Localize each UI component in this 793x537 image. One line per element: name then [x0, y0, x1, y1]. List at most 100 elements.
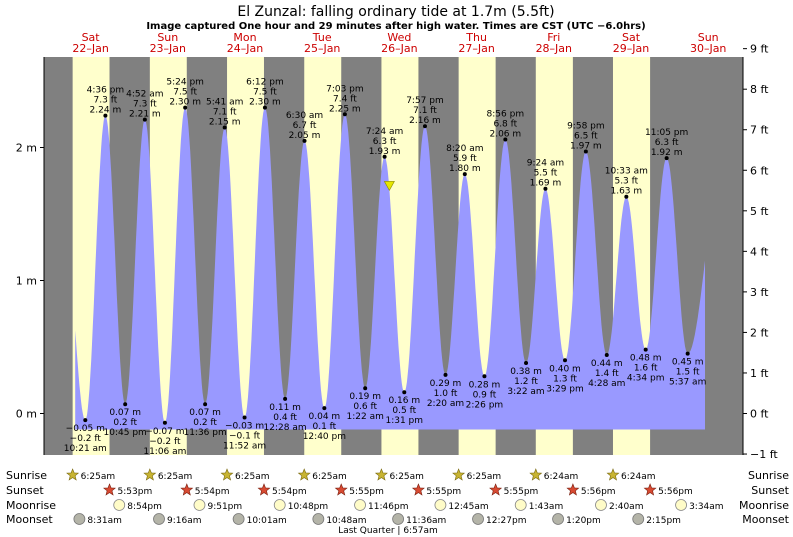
tide-area	[75, 107, 705, 430]
right-tick-label: 5 ft	[750, 205, 769, 218]
sunset-time: 5:55pm	[504, 487, 539, 497]
day-label: Thu	[465, 31, 487, 44]
date-label: 27–Jan	[458, 42, 494, 55]
tide-label: −0.2 ft	[70, 434, 102, 444]
right-tick-label: 8 ft	[750, 83, 769, 96]
tide-label: 7.4 ft	[333, 94, 357, 104]
tide-label: 1:22 am	[347, 412, 384, 422]
tide-label: 2.06 m	[489, 130, 521, 140]
tide-label: 6.7 ft	[293, 121, 317, 131]
sunset-icon	[180, 483, 194, 496]
moonset-icon	[232, 513, 245, 525]
tide-label: 4:28 am	[588, 379, 625, 389]
moonset-time: 1:20pm	[566, 516, 601, 526]
row-label-right: Moonset	[742, 513, 789, 526]
moonrise-time: 10:48pm	[288, 502, 328, 512]
row-label-right: Sunset	[751, 484, 789, 497]
tide-point	[563, 358, 568, 363]
right-tick-label: −1 ft	[750, 448, 778, 461]
date-label: 25–Jan	[304, 42, 340, 55]
tide-label: 7:24 am	[366, 127, 403, 137]
day-label: Sun	[157, 31, 178, 44]
tide-label: 9:24 am	[527, 159, 564, 169]
tide-label: 0.44 m	[591, 359, 623, 369]
tide-label: 7.1 ft	[213, 108, 237, 118]
tide-point	[422, 124, 427, 129]
tide-label: 1.63 m	[610, 187, 642, 197]
tide-label: 1.80 m	[449, 164, 481, 174]
moonrise-time: 12:45am	[448, 502, 488, 512]
tide-label: 0.38 m	[510, 367, 542, 377]
moonrise-time: 3:34am	[689, 502, 724, 512]
row-label-left: Moonrise	[6, 499, 56, 512]
tide-label: 0.6 ft	[353, 402, 377, 412]
sunrise-time: 6:25am	[81, 472, 116, 482]
tide-label: 0.48 m	[630, 354, 662, 364]
tide-label: 1.92 m	[651, 148, 683, 158]
tide-label: 1.3 ft	[553, 374, 577, 384]
tide-label: 2:20 am	[427, 399, 464, 409]
tide-label: 2.05 m	[289, 131, 321, 141]
sunrise-time: 6:25am	[158, 472, 193, 482]
tide-label: 6:30 am	[286, 111, 323, 121]
tide-label: 0.4 ft	[273, 413, 297, 423]
tide-label: 2.24 m	[90, 106, 122, 116]
tide-point	[524, 360, 529, 365]
tide-label: 1:31 pm	[385, 416, 423, 426]
right-tick-label: 4 ft	[750, 245, 769, 258]
sunrise-icon	[452, 468, 466, 481]
day-label: Sun	[698, 31, 719, 44]
tide-point	[643, 347, 648, 352]
tide-point	[462, 172, 467, 177]
tide-label: 4:36 pm	[87, 86, 125, 96]
moonset-icon	[312, 513, 325, 525]
tide-label: 6.5 ft	[574, 131, 598, 141]
sunrise-icon	[143, 468, 157, 481]
left-tick-label: 2 m	[16, 142, 37, 155]
tide-point	[543, 186, 548, 191]
tide-label: 2.21 m	[129, 110, 161, 120]
moonset-icon	[73, 513, 86, 525]
tide-point	[283, 396, 288, 401]
tide-label: 2.25 m	[329, 104, 361, 114]
moonset-time: 11:36am	[406, 516, 446, 526]
moonrise-time: 8:54pm	[127, 502, 162, 512]
moonset-icon	[392, 513, 405, 525]
tide-point	[342, 112, 347, 117]
moonset-time: 10:48am	[326, 516, 366, 526]
date-label: 30–Jan	[690, 42, 726, 55]
sunrise-icon	[297, 468, 311, 481]
moonrise-time: 11:46pm	[368, 502, 408, 512]
sunrise-icon	[374, 468, 388, 481]
tide-point	[203, 402, 208, 407]
tide-point	[685, 351, 690, 356]
tide-label: 1.5 ft	[676, 368, 700, 378]
tide-label: 0.07 m	[109, 408, 141, 418]
tide-label: 5:41 am	[206, 98, 243, 108]
tide-label: 0.19 m	[349, 392, 381, 402]
sunset-icon	[489, 483, 503, 496]
tide-point	[302, 138, 307, 143]
tide-label: 5.9 ft	[453, 154, 477, 164]
row-label-left: Sunrise	[6, 469, 47, 482]
chart-subtitle: Image captured One hour and 29 minutes a…	[146, 21, 645, 32]
moonrise-time: 1:43am	[529, 502, 564, 512]
row-label-right: Sunrise	[748, 469, 789, 482]
sunset-icon	[334, 483, 348, 496]
row-label-left: Sunset	[6, 484, 44, 497]
sunset-icon	[566, 483, 580, 496]
moonset-time: 12:27pm	[486, 516, 526, 526]
sunrise-time: 6:24am	[621, 472, 656, 482]
tide-label: 0.16 m	[388, 396, 420, 406]
tide-label: −0.2 ft	[149, 437, 181, 447]
sunset-time: 5:55pm	[349, 487, 384, 497]
tide-label: 4:34 pm	[627, 374, 665, 384]
chart-title: El Zunzal: falling ordinary tide at 1.7m…	[237, 4, 554, 20]
tide-point	[142, 117, 147, 122]
sunset-time: 5:53pm	[118, 487, 153, 497]
tide-label: 5.5 ft	[534, 169, 558, 179]
tide-label: 2.30 m	[249, 98, 281, 108]
moonset-icon	[153, 513, 165, 525]
